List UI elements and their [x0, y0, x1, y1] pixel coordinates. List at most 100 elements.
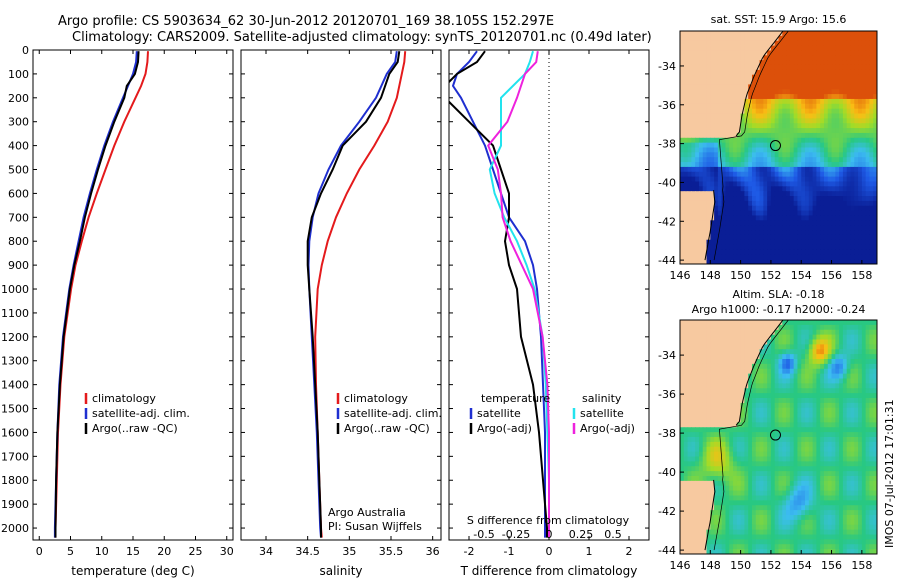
- map-cell: [801, 485, 806, 492]
- map-cell: [683, 128, 689, 134]
- map-cell: [778, 259, 783, 264]
- map-cell: [695, 210, 700, 217]
- map-cell: [831, 388, 836, 394]
- map-cell: [858, 515, 863, 521]
- map-cell: [740, 359, 746, 365]
- map-cell: [835, 147, 840, 153]
- map-cell: [812, 349, 817, 355]
- map-cell: [786, 118, 791, 124]
- map-cell: [827, 98, 833, 105]
- map-cell: [808, 324, 814, 331]
- map-cell: [842, 441, 848, 448]
- map-cell: [725, 320, 730, 326]
- map-cell: [759, 45, 764, 52]
- map-cell: [714, 524, 719, 531]
- map-cell: [695, 466, 700, 472]
- map-cell: [808, 89, 814, 95]
- map-cell: [850, 84, 855, 90]
- map-cell: [770, 128, 776, 134]
- map-cell: [763, 113, 768, 119]
- map-cell: [748, 432, 753, 438]
- map-cell: [770, 510, 776, 516]
- map-cell: [786, 485, 791, 492]
- map-cell: [816, 324, 821, 331]
- map-cell: [698, 147, 704, 153]
- map-cell: [839, 456, 844, 462]
- series-line-argo-raw-qc-: [306, 51, 401, 538]
- map-cell: [820, 329, 825, 336]
- map-cell: [702, 471, 708, 477]
- map-cell: [801, 500, 806, 506]
- map-cell: [797, 407, 802, 414]
- map-cell: [831, 515, 836, 521]
- map-cell: [789, 510, 795, 516]
- map-cell: [842, 422, 848, 428]
- map-cell: [858, 74, 863, 81]
- map-cell: [714, 446, 719, 453]
- map-cell: [805, 412, 810, 419]
- map-cell: [710, 45, 715, 52]
- map-cell: [706, 368, 711, 375]
- map-cell: [687, 50, 692, 56]
- map-cell: [850, 176, 855, 183]
- map-cell: [869, 137, 874, 144]
- map-cell: [801, 128, 806, 134]
- map-cell: [808, 505, 814, 511]
- map-cell: [823, 74, 829, 81]
- map-cell: [736, 210, 742, 217]
- map-cell: [873, 128, 877, 134]
- map-cell: [691, 234, 696, 241]
- map-cell: [789, 162, 795, 168]
- map-cell: [786, 373, 791, 380]
- map-cell: [698, 79, 704, 85]
- map-cell: [717, 388, 723, 394]
- map-cell: [755, 320, 761, 326]
- temperature-panel: 0 5 10 15 20 25 300100200300400500600700800900…: [1, 44, 234, 578]
- map-cell: [873, 402, 877, 409]
- map-cell: [698, 234, 704, 241]
- map-cell: [827, 108, 833, 115]
- map-cell: [789, 64, 795, 71]
- map-cell: [831, 132, 836, 139]
- map-cell: [805, 446, 810, 453]
- map-cell: [710, 388, 715, 394]
- map-cell: [736, 334, 742, 341]
- map-cell: [801, 40, 806, 47]
- map-cell: [736, 407, 742, 414]
- map-cell: [812, 480, 817, 487]
- map-cell: [786, 123, 791, 129]
- map-cell: [827, 349, 833, 355]
- y-tick-label: 400: [8, 140, 29, 153]
- map-cell: [786, 490, 791, 497]
- map-cell: [759, 166, 764, 173]
- map-cell: [816, 427, 821, 433]
- map-cell: [695, 45, 700, 52]
- map-cell: [733, 407, 738, 414]
- map-cell: [702, 186, 708, 192]
- map-cell: [683, 254, 689, 260]
- map-cell: [733, 200, 738, 207]
- map-cell: [702, 402, 708, 409]
- map-cell: [733, 142, 738, 149]
- map-cell: [846, 456, 852, 462]
- map-cell: [861, 485, 867, 492]
- map-cell: [778, 215, 783, 221]
- map-cell: [789, 339, 795, 345]
- map-cell: [782, 446, 787, 453]
- map-cell: [702, 157, 708, 163]
- map-cell: [687, 234, 692, 241]
- map-cell: [725, 225, 730, 231]
- map-cell: [774, 98, 780, 105]
- map-cell: [820, 402, 825, 409]
- map-cell: [755, 373, 761, 380]
- map-cell: [858, 519, 863, 526]
- map-cell: [725, 103, 730, 110]
- map-cell: [680, 446, 685, 453]
- map-cell: [816, 466, 821, 472]
- map-cell: [710, 437, 715, 443]
- map-cell: [770, 249, 776, 255]
- map-cell: [823, 64, 829, 71]
- map-cell: [729, 157, 734, 163]
- map-cell: [733, 515, 738, 521]
- map-cell: [714, 249, 719, 255]
